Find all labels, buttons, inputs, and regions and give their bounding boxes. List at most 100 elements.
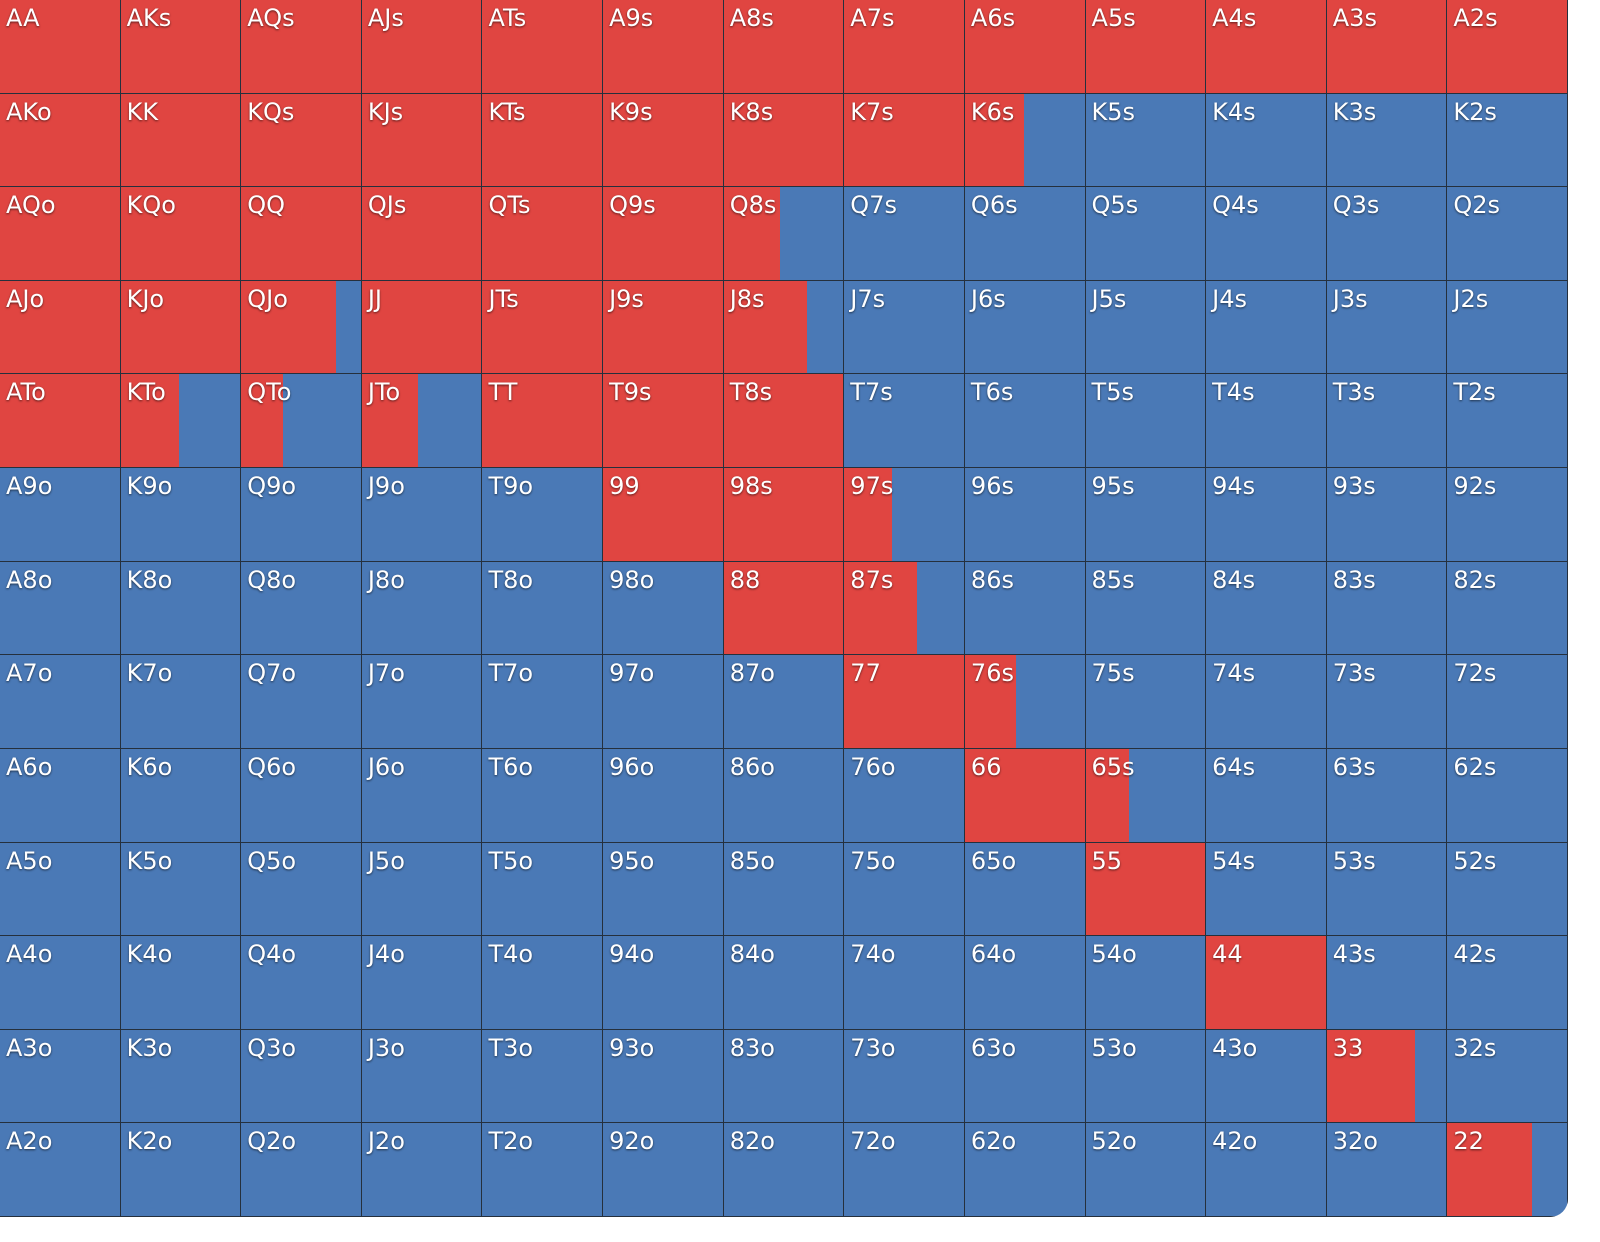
hand-cell[interactable]: 76o bbox=[844, 748, 965, 843]
hand-cell[interactable]: 95s bbox=[1085, 468, 1207, 562]
hand-cell[interactable]: A3s bbox=[1326, 0, 1448, 94]
hand-cell[interactable]: 32o bbox=[1326, 1123, 1448, 1217]
hand-cell[interactable]: T7o bbox=[482, 655, 604, 749]
hand-cell[interactable]: A6o bbox=[0, 748, 121, 843]
hand-cell[interactable]: J7s bbox=[844, 280, 965, 375]
hand-cell[interactable]: 82o bbox=[723, 1123, 845, 1217]
hand-cell[interactable]: QTs bbox=[482, 187, 604, 281]
hand-cell[interactable]: T5s bbox=[1085, 374, 1207, 469]
hand-cell[interactable]: K9o bbox=[120, 468, 242, 562]
hand-cell[interactable]: K8o bbox=[120, 561, 242, 656]
hand-cell[interactable]: JTs bbox=[482, 280, 604, 375]
hand-cell[interactable]: 64o bbox=[964, 936, 1086, 1030]
hand-cell[interactable]: 65o bbox=[964, 842, 1086, 937]
hand-cell[interactable]: 65s bbox=[1085, 748, 1207, 843]
hand-cell[interactable]: K7s bbox=[844, 93, 965, 188]
hand-cell[interactable]: 72s bbox=[1447, 655, 1568, 749]
hand-cell[interactable]: ATs bbox=[482, 0, 604, 94]
hand-cell[interactable]: T4s bbox=[1206, 374, 1327, 469]
hand-cell[interactable]: T8s bbox=[723, 374, 845, 469]
hand-cell[interactable]: 53s bbox=[1326, 842, 1448, 937]
hand-cell[interactable]: Q2o bbox=[241, 1123, 362, 1217]
hand-cell[interactable]: Q9o bbox=[241, 468, 362, 562]
hand-cell[interactable]: 85o bbox=[723, 842, 845, 937]
hand-cell[interactable]: KQo bbox=[120, 187, 242, 281]
hand-cell[interactable]: KQs bbox=[241, 93, 362, 188]
hand-cell[interactable]: J5s bbox=[1085, 280, 1207, 375]
hand-cell[interactable]: 96o bbox=[603, 748, 724, 843]
hand-cell[interactable]: K2o bbox=[120, 1123, 242, 1217]
hand-cell[interactable]: Q6s bbox=[964, 187, 1086, 281]
hand-cell[interactable]: A7o bbox=[0, 655, 121, 749]
hand-cell[interactable]: 77 bbox=[844, 655, 965, 749]
hand-cell[interactable]: 62o bbox=[964, 1123, 1086, 1217]
hand-cell[interactable]: 92s bbox=[1447, 468, 1568, 562]
hand-cell[interactable]: 83s bbox=[1326, 561, 1448, 656]
hand-cell[interactable]: TT bbox=[482, 374, 604, 469]
hand-cell[interactable]: 62s bbox=[1447, 748, 1568, 843]
hand-cell[interactable]: A9s bbox=[603, 0, 724, 94]
hand-cell[interactable]: 52s bbox=[1447, 842, 1568, 937]
hand-cell[interactable]: T2o bbox=[482, 1123, 604, 1217]
hand-cell[interactable]: AKo bbox=[0, 93, 121, 188]
hand-cell[interactable]: KJs bbox=[361, 93, 483, 188]
hand-cell[interactable]: 74s bbox=[1206, 655, 1327, 749]
hand-cell[interactable]: A7s bbox=[844, 0, 965, 94]
hand-cell[interactable]: T3s bbox=[1326, 374, 1448, 469]
hand-cell[interactable]: 82s bbox=[1447, 561, 1568, 656]
hand-cell[interactable]: J6o bbox=[361, 748, 483, 843]
hand-cell[interactable]: K9s bbox=[603, 93, 724, 188]
hand-cell[interactable]: A8s bbox=[723, 0, 845, 94]
hand-cell[interactable]: 43o bbox=[1206, 1029, 1327, 1124]
hand-cell[interactable]: KJo bbox=[120, 280, 242, 375]
hand-cell[interactable]: A2o bbox=[0, 1123, 121, 1217]
hand-cell[interactable]: J4o bbox=[361, 936, 483, 1030]
hand-cell[interactable]: 92o bbox=[603, 1123, 724, 1217]
hand-cell[interactable]: 22 bbox=[1447, 1123, 1568, 1217]
hand-cell[interactable]: K2s bbox=[1447, 93, 1568, 188]
hand-cell[interactable]: A5s bbox=[1085, 0, 1207, 94]
hand-cell[interactable]: K6o bbox=[120, 748, 242, 843]
hand-cell[interactable]: J5o bbox=[361, 842, 483, 937]
hand-cell[interactable]: A5o bbox=[0, 842, 121, 937]
hand-cell[interactable]: QJs bbox=[361, 187, 483, 281]
hand-cell[interactable]: 94s bbox=[1206, 468, 1327, 562]
hand-cell[interactable]: ATo bbox=[0, 374, 121, 469]
hand-cell[interactable]: J8o bbox=[361, 561, 483, 656]
hand-cell[interactable]: J7o bbox=[361, 655, 483, 749]
hand-cell[interactable]: 93s bbox=[1326, 468, 1448, 562]
hand-cell[interactable]: 42s bbox=[1447, 936, 1568, 1030]
hand-cell[interactable]: 33 bbox=[1326, 1029, 1448, 1124]
hand-cell[interactable]: J3o bbox=[361, 1029, 483, 1124]
hand-cell[interactable]: K4o bbox=[120, 936, 242, 1030]
hand-cell[interactable]: A4o bbox=[0, 936, 121, 1030]
hand-cell[interactable]: A2s bbox=[1447, 0, 1568, 94]
hand-cell[interactable]: 85s bbox=[1085, 561, 1207, 656]
hand-cell[interactable]: Q5o bbox=[241, 842, 362, 937]
hand-cell[interactable]: J9s bbox=[603, 280, 724, 375]
hand-cell[interactable]: Q5s bbox=[1085, 187, 1207, 281]
hand-cell[interactable]: Q3s bbox=[1326, 187, 1448, 281]
hand-cell[interactable]: T7s bbox=[844, 374, 965, 469]
hand-cell[interactable]: 75o bbox=[844, 842, 965, 937]
hand-cell[interactable]: 87o bbox=[723, 655, 845, 749]
hand-cell[interactable]: AA bbox=[0, 0, 121, 94]
hand-cell[interactable]: T2s bbox=[1447, 374, 1568, 469]
hand-cell[interactable]: K3s bbox=[1326, 93, 1448, 188]
hand-cell[interactable]: Q8s bbox=[723, 187, 845, 281]
hand-cell[interactable]: 83o bbox=[723, 1029, 845, 1124]
hand-cell[interactable]: 84o bbox=[723, 936, 845, 1030]
hand-cell[interactable]: AKs bbox=[120, 0, 242, 94]
hand-cell[interactable]: Q4s bbox=[1206, 187, 1327, 281]
hand-cell[interactable]: T9o bbox=[482, 468, 604, 562]
hand-cell[interactable]: 54o bbox=[1085, 936, 1207, 1030]
hand-cell[interactable]: K3o bbox=[120, 1029, 242, 1124]
hand-cell[interactable]: T3o bbox=[482, 1029, 604, 1124]
hand-cell[interactable]: 94o bbox=[603, 936, 724, 1030]
hand-cell[interactable]: QQ bbox=[241, 187, 362, 281]
hand-cell[interactable]: 63s bbox=[1326, 748, 1448, 843]
hand-cell[interactable]: 98o bbox=[603, 561, 724, 656]
hand-cell[interactable]: Q8o bbox=[241, 561, 362, 656]
hand-cell[interactable]: 52o bbox=[1085, 1123, 1207, 1217]
hand-cell[interactable]: 86s bbox=[964, 561, 1086, 656]
